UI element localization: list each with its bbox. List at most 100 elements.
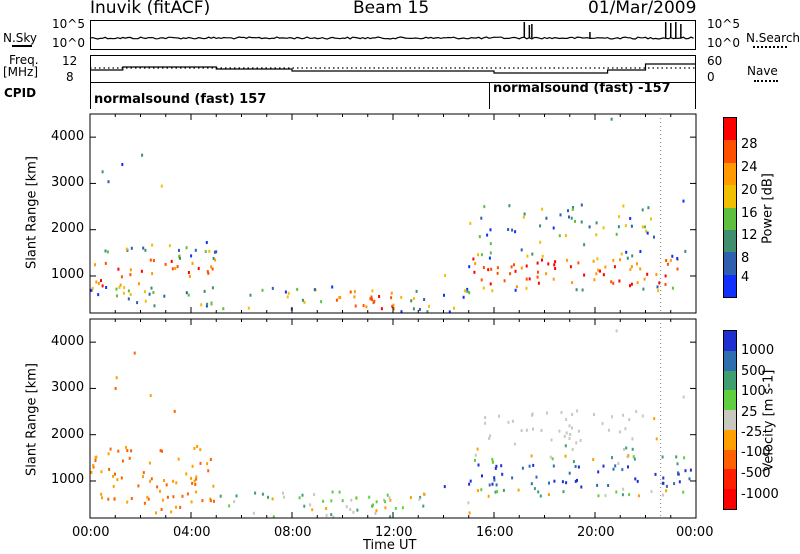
- velocity-scatter-cell: [476, 489, 479, 493]
- velocity-scatter-cell: [641, 414, 644, 418]
- velocity-scatter-cell: [513, 442, 516, 446]
- power-scatter-cell: [468, 265, 471, 269]
- velocity-scatter-cell: [604, 494, 607, 498]
- power-scatter-cell: [643, 277, 646, 281]
- power-scatter-cell: [249, 293, 252, 297]
- power-scatter-cell: [353, 295, 356, 299]
- power-scatter-cell: [153, 304, 156, 308]
- power-scatter-cell: [570, 216, 573, 220]
- nave-legend-line: [754, 80, 778, 82]
- velocity-cbar-tick-m1000: -1000: [741, 487, 779, 502]
- power-scatter-cell: [210, 265, 213, 269]
- velocity-scatter-cell: [194, 483, 197, 486]
- power-scatter-cell: [127, 289, 130, 293]
- power-scatter-cell: [522, 215, 525, 219]
- velocity-scatter-cell: [550, 438, 553, 442]
- velocity-scatter-cell: [191, 464, 194, 468]
- velocity-scatter-cell: [209, 458, 212, 461]
- velocity-scatter-cell: [607, 428, 610, 432]
- power-colorbar: [723, 117, 737, 298]
- velocity-scatter-cell: [593, 413, 595, 416]
- power-scatter-cell: [286, 295, 289, 299]
- power-scatter-cell: [426, 310, 429, 314]
- power-scatter-cell: [373, 299, 376, 303]
- power-scatter-cell: [615, 232, 618, 236]
- velocity-scatter-cell: [130, 497, 133, 500]
- velocity-scatter-cell: [532, 427, 534, 431]
- velocity-scatter-cell: [553, 479, 556, 483]
- velocity-scatter-cell: [101, 496, 103, 500]
- power-scatter-cell: [105, 286, 108, 289]
- power-scatter-cell: [507, 228, 510, 231]
- velocity-ytick-1000: 1000: [51, 472, 85, 487]
- cpid-program-1: normalsound (fast) 157: [94, 92, 267, 107]
- power-scatter-cell: [596, 257, 599, 261]
- velocity-scatter-cell: [576, 409, 579, 413]
- velocity-scatter-cell: [94, 459, 97, 462]
- power-scatter-cell: [503, 279, 506, 283]
- velocity-scatter-cell: [632, 455, 635, 459]
- nsky-label: N.Sky: [3, 31, 38, 45]
- freq-panel: [90, 55, 696, 83]
- velocity-scatter-cell: [637, 494, 640, 498]
- colorbar-segment: [724, 370, 736, 391]
- velocity-scatter-cell: [631, 447, 634, 451]
- power-scatter-cell: [523, 212, 526, 216]
- velocity-scatter-cell: [298, 496, 301, 500]
- velocity-scatter-cell: [160, 508, 163, 511]
- velocity-scatter-cell: [199, 448, 202, 452]
- nsearch-tick-high: 10^5: [707, 17, 740, 31]
- velocity-scatter-cell: [95, 455, 98, 459]
- power-scatter-cell: [488, 256, 491, 260]
- power-scatter-cell: [140, 269, 143, 273]
- velocity-scatter-cell: [349, 508, 352, 511]
- power-scatter-cell: [339, 295, 342, 299]
- power-scatter-cell: [149, 258, 152, 262]
- velocity-scatter-cell: [678, 480, 681, 484]
- velocity-scatter-cell: [191, 481, 194, 485]
- power-cbar-tick-28: 28: [741, 137, 758, 152]
- power-ytick-1000: 1000: [51, 267, 85, 282]
- colorbar-segment: [724, 390, 736, 411]
- velocity-scatter-cell: [126, 449, 129, 452]
- velocity-scatter-cell: [489, 434, 492, 438]
- power-scatter-cell: [207, 271, 210, 275]
- velocity-scatter-cell: [109, 447, 112, 451]
- colorbar-segment: [724, 252, 736, 275]
- velocity-scatter-cell: [494, 466, 497, 470]
- velocity-scatter-cell: [561, 480, 564, 484]
- velocity-scatter-cell: [383, 498, 385, 502]
- power-scatter-cell: [200, 303, 203, 307]
- velocity-scatter-cell: [322, 499, 325, 503]
- velocity-scatter-cell: [560, 411, 563, 414]
- velocity-scatter-cell: [528, 464, 531, 468]
- velocity-scatter-cell: [389, 515, 392, 519]
- power-scatter-cell: [320, 300, 323, 304]
- power-scatter-cell: [163, 294, 166, 298]
- power-scatter-cell: [482, 286, 485, 290]
- power-cbar-tick-24: 24: [741, 160, 758, 175]
- power-scatter-cell: [664, 274, 667, 278]
- velocity-scatter-cell: [186, 492, 189, 496]
- power-scatter-cell: [525, 286, 528, 290]
- velocity-scatter-cell: [252, 511, 255, 515]
- power-scatter-cell: [90, 288, 93, 292]
- power-scatter-cell: [365, 305, 368, 309]
- power-scatter-cell: [489, 228, 492, 232]
- power-scatter-cell: [520, 248, 523, 252]
- velocity-scatter-cell: [374, 511, 377, 515]
- velocity-scatter-cell: [628, 493, 631, 497]
- power-scatter-cell: [214, 258, 217, 262]
- power-scatter-cell: [547, 262, 550, 266]
- velocity-scatter-cell: [624, 427, 627, 431]
- power-scatter-cell: [176, 265, 179, 269]
- velocity-scatter-cell: [201, 499, 204, 503]
- velocity-scatter-cell: [209, 497, 212, 501]
- velocity-scatter-cell: [615, 329, 618, 333]
- power-scatter-cell: [574, 219, 576, 223]
- velocity-scatter-cell: [303, 504, 306, 508]
- velocity-scatter-cell: [228, 504, 231, 508]
- power-scatter-cell: [197, 267, 200, 270]
- power-scatter-cell: [565, 234, 567, 238]
- velocity-scatter-cell: [283, 495, 286, 499]
